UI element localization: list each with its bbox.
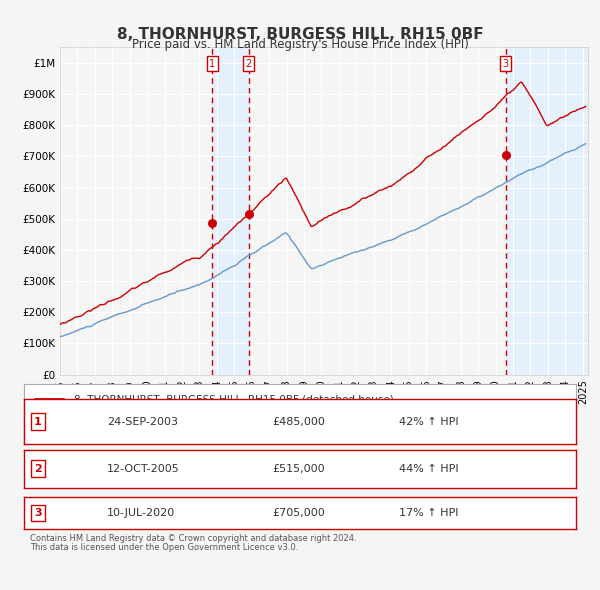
Bar [212,47,249,375]
Text: 17% ↑ HPI: 17% ↑ HPI [400,508,459,518]
Text: 8, THORNHURST, BURGESS HILL, RH15 0BF (detached house): 8, THORNHURST, BURGESS HILL, RH15 0BF (d… [74,394,394,404]
Text: 1: 1 [34,417,41,427]
Text: 1: 1 [209,58,215,68]
Text: Contains HM Land Registry data © Crown copyright and database right 2024.: Contains HM Land Registry data © Crown c… [30,534,356,543]
Text: £485,000: £485,000 [272,417,325,427]
Text: HPI: Average price, detached house, Mid Sussex: HPI: Average price, detached house, Mid … [74,419,325,429]
Text: 42% ↑ HPI: 42% ↑ HPI [400,417,459,427]
Point [501,150,511,159]
Text: 2: 2 [245,58,252,68]
Text: Price paid vs. HM Land Registry's House Price Index (HPI): Price paid vs. HM Land Registry's House … [131,38,469,51]
Text: £515,000: £515,000 [272,464,325,474]
Text: £705,000: £705,000 [272,508,325,518]
Text: 24-SEP-2003: 24-SEP-2003 [107,417,178,427]
Point [208,219,217,228]
Text: 8, THORNHURST, BURGESS HILL, RH15 0BF: 8, THORNHURST, BURGESS HILL, RH15 0BF [116,27,484,41]
Text: 2: 2 [34,464,41,474]
Text: 44% ↑ HPI: 44% ↑ HPI [400,464,459,474]
Point [244,209,254,219]
Text: 3: 3 [34,508,41,518]
Text: This data is licensed under the Open Government Licence v3.0.: This data is licensed under the Open Gov… [30,543,298,552]
Text: 10-JUL-2020: 10-JUL-2020 [107,508,175,518]
Bar [506,47,588,375]
Text: 3: 3 [503,58,509,68]
Text: 12-OCT-2005: 12-OCT-2005 [107,464,179,474]
